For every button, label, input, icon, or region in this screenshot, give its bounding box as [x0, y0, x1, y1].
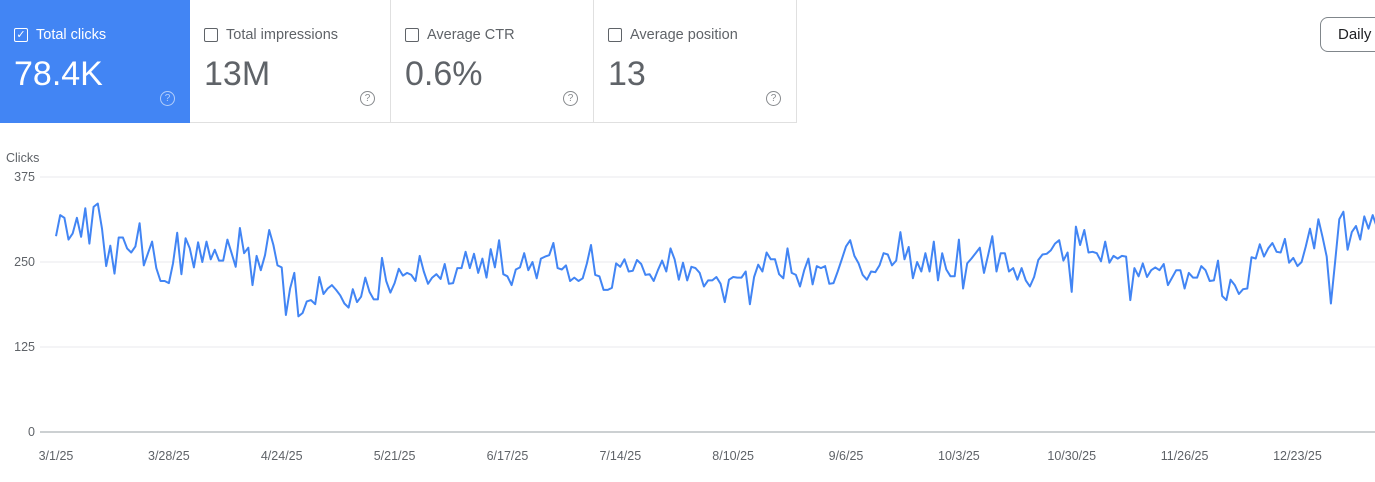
- metric-label: Total impressions: [226, 27, 339, 43]
- x-tick-label: 3/28/25: [148, 449, 190, 463]
- x-tick-label: 10/3/25: [938, 449, 980, 463]
- metric-value: 78.4K: [14, 55, 103, 93]
- checkbox[interactable]: [405, 28, 419, 42]
- y-axis-label: Clicks: [6, 151, 39, 165]
- y-tick-label: 125: [14, 340, 35, 354]
- metric-value: 13: [608, 55, 646, 93]
- metric-label: Average position: [630, 27, 738, 43]
- clicks-series-line: [55, 202, 1375, 318]
- x-tick-label: 6/17/25: [487, 449, 529, 463]
- x-tick-label: 5/21/25: [374, 449, 416, 463]
- x-tick-label: 3/1/25: [39, 449, 74, 463]
- granularity-dropdown-button[interactable]: Daily: [1320, 17, 1375, 52]
- x-tick-label: 10/30/25: [1047, 449, 1096, 463]
- metric-label: Average CTR: [427, 27, 515, 43]
- metric-card-average-position[interactable]: Average position 13 ?: [594, 0, 797, 123]
- x-tick-label: 7/14/25: [599, 449, 641, 463]
- metric-label: Total clicks: [36, 27, 107, 43]
- checkbox[interactable]: ✓: [14, 28, 28, 42]
- checkbox[interactable]: [608, 28, 622, 42]
- checkbox[interactable]: [204, 28, 218, 42]
- x-tick-label: 11/26/25: [1161, 449, 1209, 463]
- metric-value: 13M: [204, 55, 271, 93]
- metric-card-average-ctr[interactable]: Average CTR 0.6% ?: [391, 0, 594, 123]
- help-icon[interactable]: ?: [563, 91, 578, 106]
- metric-card-total-impressions[interactable]: Total impressions 13M ?: [190, 0, 391, 123]
- metric-value: 0.6%: [405, 55, 483, 93]
- help-icon[interactable]: ?: [160, 91, 175, 106]
- metric-card-total-clicks[interactable]: ✓ Total clicks 78.4K ?: [0, 0, 190, 123]
- x-tick-label: 9/6/25: [829, 449, 864, 463]
- y-tick-label: 375: [14, 170, 35, 184]
- help-icon[interactable]: ?: [360, 91, 375, 106]
- x-tick-label: 4/24/25: [261, 449, 303, 463]
- y-tick-label: 0: [28, 425, 35, 439]
- x-tick-label: 12/23/25: [1273, 449, 1322, 463]
- y-tick-label: 250: [14, 255, 35, 269]
- help-icon[interactable]: ?: [766, 91, 781, 106]
- x-tick-label: 8/10/25: [712, 449, 754, 463]
